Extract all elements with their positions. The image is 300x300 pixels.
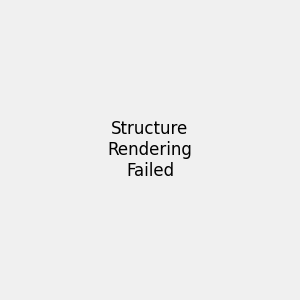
Text: Structure
Rendering
Failed: Structure Rendering Failed bbox=[108, 120, 192, 180]
